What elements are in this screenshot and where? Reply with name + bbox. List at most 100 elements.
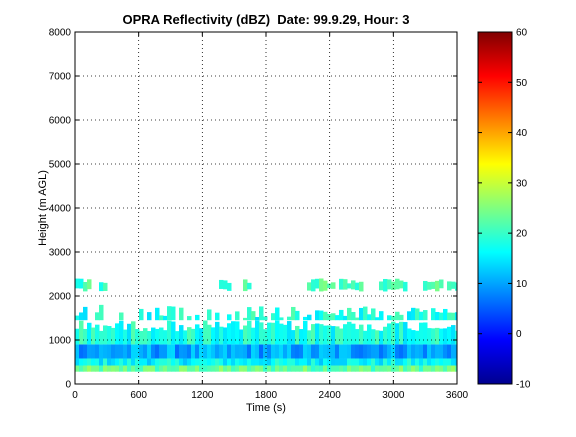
heatmap-cell: [415, 330, 420, 345]
heatmap-cell: [363, 306, 368, 321]
heatmap-cell: [119, 312, 124, 321]
heatmap-cell: [215, 321, 220, 345]
heatmap-cell: [367, 314, 372, 321]
heatmap-cell: [127, 323, 132, 345]
heatmap-cell: [347, 358, 352, 366]
heatmap-cell: [407, 344, 412, 359]
heatmap-cell: [323, 280, 328, 291]
heatmap-cell: [83, 281, 88, 292]
heatmap-cell: [339, 278, 344, 290]
heatmap-cell: [319, 324, 324, 345]
heatmap-cell: [151, 344, 156, 359]
colorbar: -10 0 10 20 30 40 50 60: [477, 28, 531, 391]
heatmap-cell: [327, 283, 332, 289]
heatmap-cell: [371, 344, 376, 359]
heatmap-cell: [123, 365, 128, 372]
x-tick-label: 2400: [319, 390, 342, 401]
heatmap-cell: [99, 344, 104, 359]
heatmap-cell: [247, 365, 252, 372]
heatmap-cell: [139, 330, 144, 345]
heatmap-cell: [311, 324, 316, 345]
colorbar-ticks: -10 0 10 20 30 40 50 60: [478, 28, 531, 391]
y-tick-label: 2000: [49, 292, 72, 303]
heatmap-cell: [375, 317, 380, 321]
heatmap-cell: [359, 324, 364, 345]
heatmap-cell: [291, 330, 296, 345]
heatmap-cell: [267, 322, 272, 345]
heatmap-cell: [327, 365, 332, 372]
heatmap-cell: [347, 283, 352, 289]
heatmap-cell: [111, 327, 116, 345]
heatmap-cell: [367, 358, 372, 366]
heatmap-cell: [167, 320, 172, 345]
heatmap-cell: [323, 344, 328, 359]
heatmap-cell: [255, 317, 260, 321]
heatmap-cell: [259, 358, 264, 366]
heatmap-cell: [107, 326, 112, 345]
heatmap-cell: [127, 344, 132, 359]
heatmap-cell: [343, 358, 348, 366]
heatmap-cell: [203, 358, 208, 366]
heatmap-cell: [199, 358, 204, 366]
heatmap-cell: [439, 279, 444, 289]
heatmap-cell: [199, 365, 204, 372]
heatmap-cell: [443, 328, 448, 345]
heatmap-cell: [223, 358, 228, 366]
heatmap-cell: [379, 365, 384, 372]
heatmap-cell: [147, 358, 152, 366]
heatmap-cell: [351, 365, 356, 372]
heatmap-cell: [95, 358, 100, 366]
x-tick-label: 3000: [382, 390, 405, 401]
heatmap-cell: [271, 365, 276, 372]
heatmap-cell: [255, 344, 260, 359]
heatmap-cell: [339, 365, 344, 372]
heatmap-cell: [419, 358, 424, 366]
heatmap-cell: [447, 358, 452, 366]
heatmap-cell: [91, 358, 96, 366]
heatmap-cell: [159, 315, 164, 321]
heatmap-cell: [343, 344, 348, 359]
heatmap-cell: [247, 320, 252, 345]
heatmap-cell: [271, 358, 276, 366]
heatmap-cell: [243, 325, 248, 345]
heatmap-cell: [175, 344, 180, 359]
heatmap-cell: [123, 358, 128, 366]
heatmap-cell: [347, 321, 352, 345]
heatmap-cell: [195, 365, 200, 372]
heatmap-cell: [167, 365, 172, 372]
heatmap-cell: [131, 344, 136, 359]
heatmap-cell: [231, 321, 236, 345]
heatmap-cell: [363, 358, 368, 366]
heatmap-cell: [103, 358, 108, 366]
heatmap-cell: [395, 358, 400, 366]
heatmap-cell: [135, 329, 140, 345]
heatmap-cell: [319, 310, 324, 321]
heatmap-cell: [403, 322, 408, 345]
heatmap-cell: [135, 358, 140, 366]
heatmap-cell: [223, 344, 228, 359]
heatmap-cell: [287, 365, 292, 372]
heatmap-cell: [423, 280, 428, 291]
heatmap-cell: [151, 358, 156, 366]
heatmap-cell: [159, 327, 164, 345]
heatmap-cell: [95, 365, 100, 372]
heatmap-cell: [423, 358, 428, 366]
heatmap-cell: [451, 365, 456, 372]
heatmap-cell: [151, 365, 156, 372]
heatmap-cell: [131, 358, 136, 366]
heatmap-cell: [283, 324, 288, 345]
heatmap-cell: [215, 365, 220, 372]
heatmap-cell: [431, 281, 436, 289]
heatmap-cell: [255, 365, 260, 372]
heatmap-cell: [323, 311, 328, 321]
heatmap-cell: [311, 365, 316, 372]
heatmap-cell: [407, 365, 412, 372]
heatmap-cell: [443, 308, 448, 321]
heatmap-cell: [279, 358, 284, 366]
heatmap-cell: [283, 344, 288, 359]
heatmap-cell: [303, 320, 308, 345]
heatmap-cell: [387, 315, 392, 321]
y-tick-label: 7000: [49, 72, 72, 83]
heatmap-cell: [423, 322, 428, 345]
heatmap-cell: [439, 358, 444, 366]
